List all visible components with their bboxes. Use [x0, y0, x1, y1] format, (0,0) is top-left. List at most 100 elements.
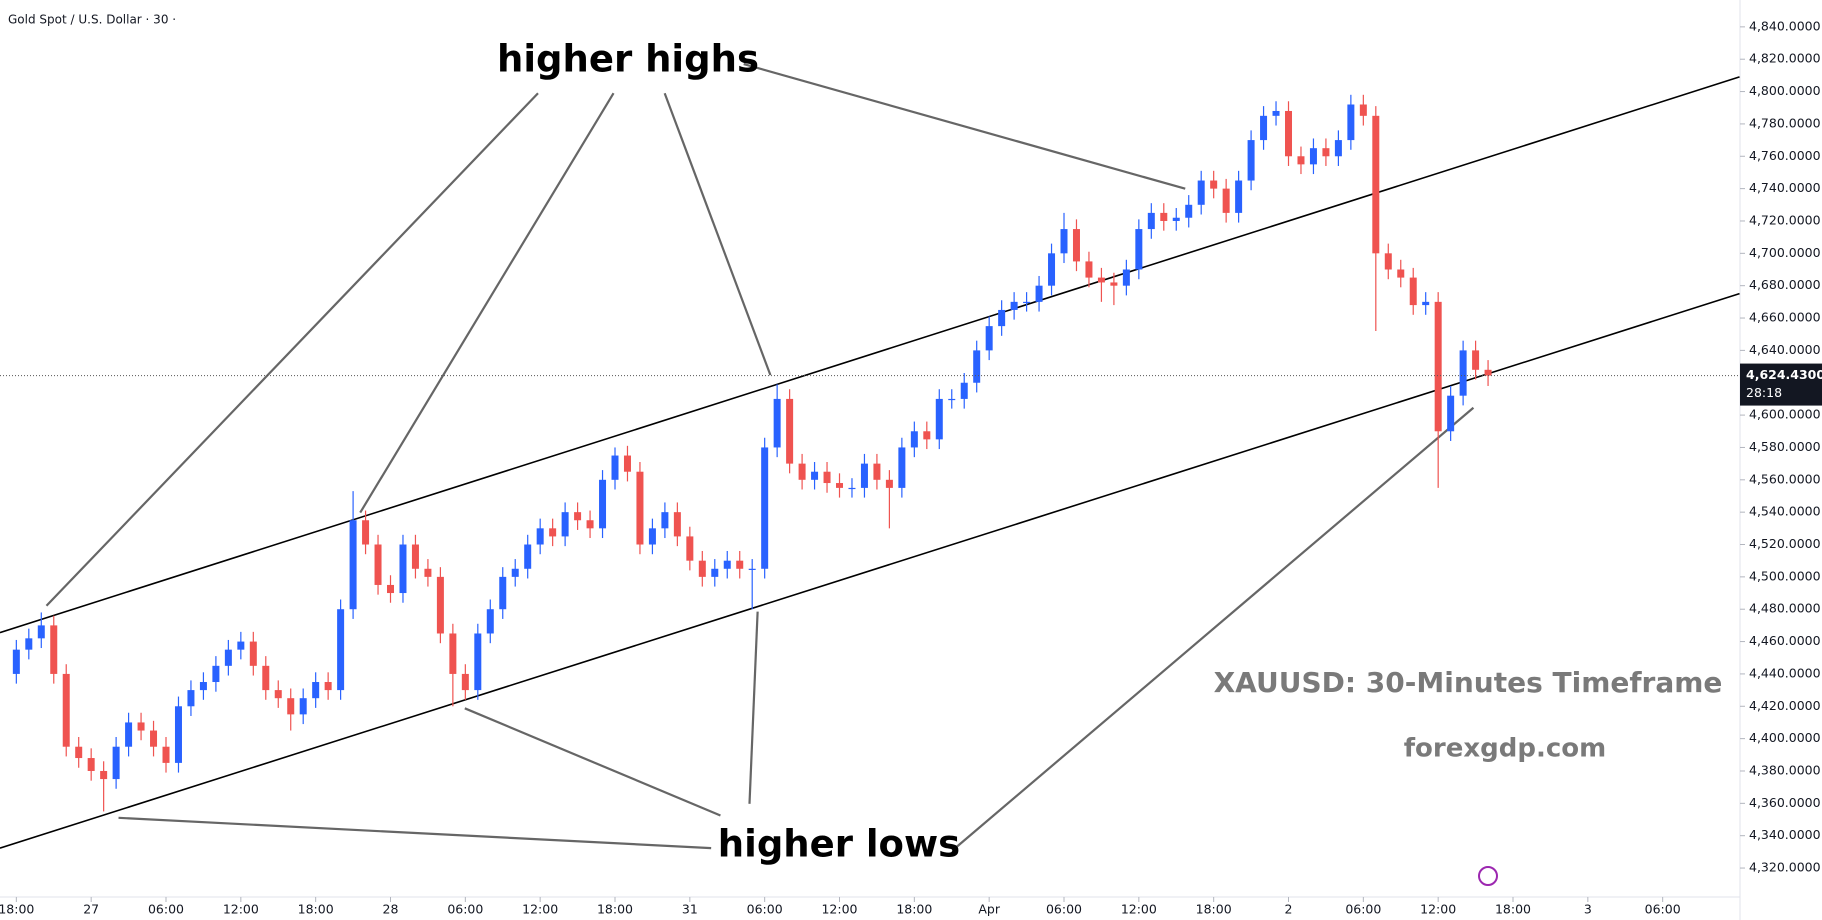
- y-tick-label: 4,820.0000: [1749, 51, 1821, 66]
- y-tick-label: 4,720.0000: [1749, 212, 1821, 227]
- candle-body: [262, 665, 270, 691]
- y-tick-label: 4,660.0000: [1749, 310, 1821, 325]
- candle-body: [1222, 188, 1230, 213]
- countdown: 28:18: [1746, 385, 1782, 400]
- candle-body: [998, 309, 1006, 327]
- candle-body: [1160, 212, 1168, 221]
- annotation: higher lows: [718, 823, 960, 866]
- candle-body: [1197, 180, 1205, 205]
- x-tick-label: 12:00: [1420, 902, 1456, 917]
- candle-body: [586, 520, 594, 529]
- candle-body: [274, 690, 282, 699]
- candle-body: [399, 544, 407, 594]
- candle-body: [836, 483, 844, 488]
- y-tick-label: 4,420.0000: [1749, 698, 1821, 713]
- candle-body: [137, 722, 145, 731]
- candle-body: [960, 382, 968, 399]
- x-tick-label: 18:00: [896, 902, 932, 917]
- alert-icon[interactable]: [1478, 866, 1498, 886]
- candle-body: [1472, 350, 1480, 370]
- candle-body: [224, 649, 232, 666]
- candle-body: [611, 455, 619, 480]
- candle-body: [711, 568, 719, 577]
- candle-body: [623, 455, 631, 472]
- pointer-line: [360, 93, 613, 512]
- candle-body: [1035, 285, 1043, 302]
- candle-body: [337, 609, 345, 691]
- candle-body: [1434, 301, 1442, 432]
- candle-body: [1085, 261, 1093, 278]
- candle-body: [1297, 156, 1305, 165]
- x-tick-label: 2: [1285, 902, 1293, 917]
- candle-body: [461, 673, 469, 691]
- candle-body: [549, 528, 557, 537]
- candle-body: [1459, 350, 1467, 396]
- candle-body: [748, 568, 756, 570]
- candle-body: [848, 487, 856, 490]
- y-tick-label: 4,800.0000: [1749, 83, 1821, 98]
- candle-body: [773, 398, 781, 448]
- candle-body: [362, 520, 370, 545]
- candle-body: [1010, 301, 1018, 310]
- candle-body: [1060, 229, 1068, 254]
- candle-body: [1072, 229, 1080, 262]
- candle-body: [1285, 110, 1293, 157]
- candle-body: [761, 447, 769, 569]
- pointer-line: [119, 818, 712, 848]
- chart-title: Gold Spot / U.S. Dollar · 30 ·: [8, 13, 176, 27]
- x-tick-label: 18:00: [1196, 902, 1232, 917]
- y-tick-label: 4,540.0000: [1749, 504, 1821, 519]
- candle-body: [923, 431, 931, 440]
- candle-body: [1409, 277, 1417, 306]
- y-tick-label: 4,460.0000: [1749, 633, 1821, 648]
- candle-body: [1484, 369, 1492, 376]
- x-tick-label: 31: [682, 902, 698, 917]
- candle-body: [174, 706, 182, 763]
- y-tick-label: 4,780.0000: [1749, 115, 1821, 130]
- y-tick-label: 4,640.0000: [1749, 342, 1821, 357]
- candle-body: [150, 730, 158, 747]
- y-tick-label: 4,380.0000: [1749, 762, 1821, 777]
- candle-body: [973, 350, 981, 383]
- candle-body: [1334, 140, 1342, 157]
- candle-body: [187, 690, 195, 707]
- candle-body: [112, 746, 120, 780]
- pointer-line: [46, 93, 538, 606]
- x-tick-label: 06:00: [148, 902, 184, 917]
- candle-body: [75, 746, 83, 759]
- candle-body: [1147, 212, 1155, 230]
- watermark: XAUUSD: 30-Minutes Timeframe: [1214, 666, 1723, 699]
- candle-body: [985, 326, 993, 351]
- last-price-label: 4,624.4300: [1746, 367, 1822, 382]
- candle-body: [673, 512, 681, 537]
- y-tick-label: 4,340.0000: [1749, 827, 1821, 842]
- upper-channel-line: [0, 77, 1740, 633]
- x-tick-label: 28: [383, 902, 399, 917]
- y-tick-label: 4,520.0000: [1749, 536, 1821, 551]
- y-tick-label: 4,740.0000: [1749, 180, 1821, 195]
- candle-body: [387, 584, 395, 594]
- last-price-box: [1740, 363, 1822, 406]
- x-tick-label: 18:00: [298, 902, 334, 917]
- lower-channel-line: [0, 294, 1740, 849]
- watermark: forexgdp.com: [1404, 734, 1606, 764]
- candle-body: [561, 512, 569, 537]
- x-tick-label: 12:00: [223, 902, 259, 917]
- candle-body: [1347, 104, 1355, 141]
- candle-body: [1023, 301, 1031, 304]
- candle-body: [1097, 277, 1105, 283]
- candle-body: [1048, 253, 1056, 286]
- y-tick-label: 4,580.0000: [1749, 439, 1821, 454]
- candle-body: [736, 560, 744, 569]
- x-tick-label: 27: [83, 902, 99, 917]
- candle-body: [873, 463, 881, 480]
- candle-body: [1447, 395, 1455, 432]
- candle-body: [511, 568, 519, 577]
- candle-body: [1309, 148, 1317, 165]
- candle-body: [1172, 217, 1180, 221]
- candle-body: [935, 398, 943, 440]
- pointer-line: [465, 708, 721, 815]
- candle-body: [411, 544, 419, 569]
- candle-body: [486, 609, 494, 634]
